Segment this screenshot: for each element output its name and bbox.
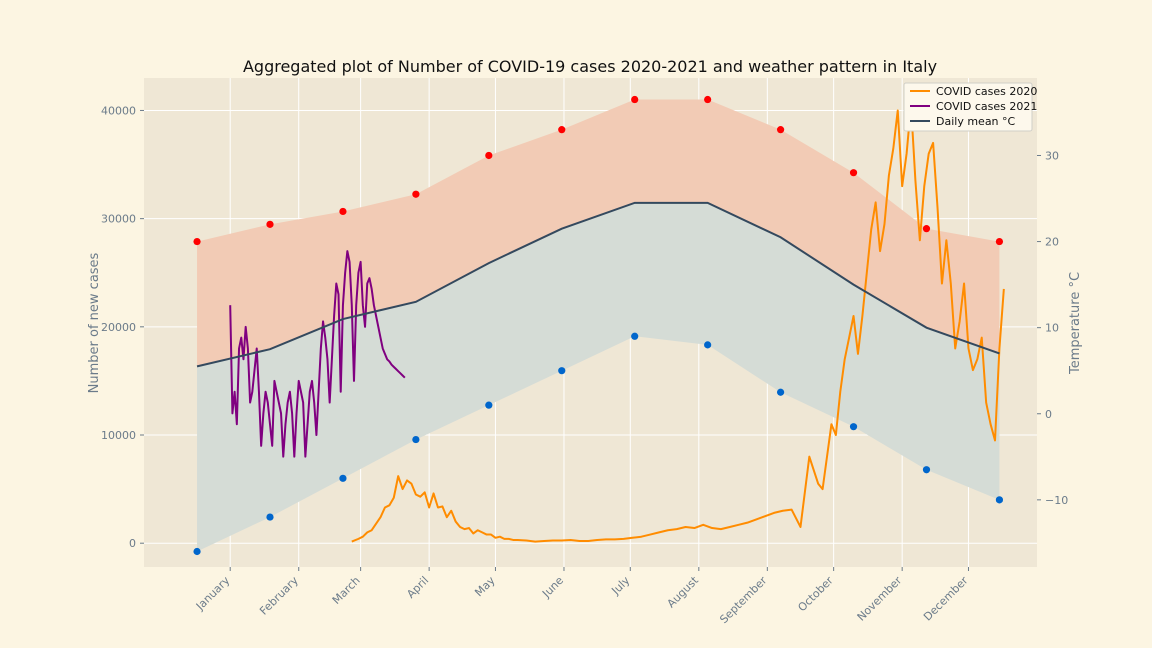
min-temperature-point — [776, 388, 785, 396]
series-line-cases-2021 — [229, 250, 406, 458]
x-axis-ticks: January February March April May June July Augu… — [193, 567, 971, 626]
max-temperature-point — [193, 237, 201, 246]
min-temperature-point — [412, 435, 420, 444]
y2-axis-label: Temperature °C — [1068, 272, 1083, 375]
min-temperature-point — [193, 547, 201, 556]
max-temperature-band — [197, 99, 1000, 367]
max-temperature-point — [922, 225, 931, 233]
min-temperature-point — [266, 513, 274, 521]
min-temperature-point — [995, 496, 1004, 504]
y-tick-label: 10000 — [101, 429, 136, 442]
y-tick-label: 40000 — [101, 104, 136, 117]
y-axis-ticks: 0 10000 20000 30000 40000 — [101, 104, 144, 550]
max-temperature-point — [339, 207, 347, 216]
series-line-daily-mean — [196, 201, 1000, 368]
y2-axis-ticks: −10 0 10 20 30 — [1037, 149, 1068, 507]
y-tick-label: 30000 — [101, 213, 136, 226]
legend-label: COVID cases 2021 — [936, 100, 1037, 113]
temperature-points — [193, 95, 1004, 556]
x-tick-label: September — [717, 574, 770, 627]
x-tick-label: July — [609, 574, 633, 598]
x-tick-label: November — [855, 574, 905, 624]
y2-tick-label: 0 — [1045, 408, 1052, 421]
chart-title: Aggregated plot of Number of COVID-19 ca… — [243, 57, 937, 76]
max-temperature-point — [849, 169, 858, 177]
x-tick-label: June — [539, 574, 566, 601]
max-temperature-point — [485, 151, 493, 160]
legend-box — [903, 82, 1033, 132]
y2-tick-label: −10 — [1045, 494, 1068, 507]
series-lines — [196, 104, 1005, 543]
min-temperature-point — [849, 423, 858, 431]
y-tick-label: 20000 — [101, 321, 136, 334]
legend-label: COVID cases 2020 — [936, 85, 1037, 98]
min-temperature-band — [197, 202, 1000, 552]
max-temperature-point — [631, 95, 639, 104]
x-tick-label: February — [257, 574, 301, 618]
min-temperature-point — [922, 466, 931, 474]
x-tick-label: March — [330, 574, 363, 607]
min-temperature-point — [339, 474, 347, 482]
x-tick-label: August — [665, 573, 702, 610]
min-temperature-point — [485, 401, 493, 409]
max-temperature-point — [266, 220, 274, 228]
y-axis-label: Number of new cases — [87, 252, 102, 393]
x-tick-label: May — [472, 574, 498, 600]
x-tick-label: October — [795, 574, 836, 615]
min-temperature-point — [631, 332, 639, 340]
max-temperature-point — [704, 95, 712, 104]
series-line-cases-2020 — [351, 104, 1005, 543]
x-tick-label: April — [404, 574, 431, 601]
x-tick-label: December — [921, 574, 971, 624]
y2-tick-label: 10 — [1045, 322, 1059, 335]
max-temperature-point — [558, 126, 566, 134]
y2-tick-label: 30 — [1045, 149, 1059, 162]
max-temperature-point — [776, 126, 785, 134]
legend: COVID cases 2020 COVID cases 2021 Daily me… — [903, 82, 1037, 132]
temperature-bands — [197, 99, 1000, 552]
min-temperature-point — [704, 341, 712, 349]
x-tick-label: January — [193, 574, 233, 614]
legend-label: Daily mean °C — [936, 115, 1016, 128]
y2-tick-label: 20 — [1045, 236, 1059, 249]
max-temperature-point — [995, 237, 1004, 246]
min-temperature-point — [558, 367, 566, 375]
max-temperature-point — [412, 190, 420, 198]
y-tick-label: 0 — [129, 537, 136, 550]
